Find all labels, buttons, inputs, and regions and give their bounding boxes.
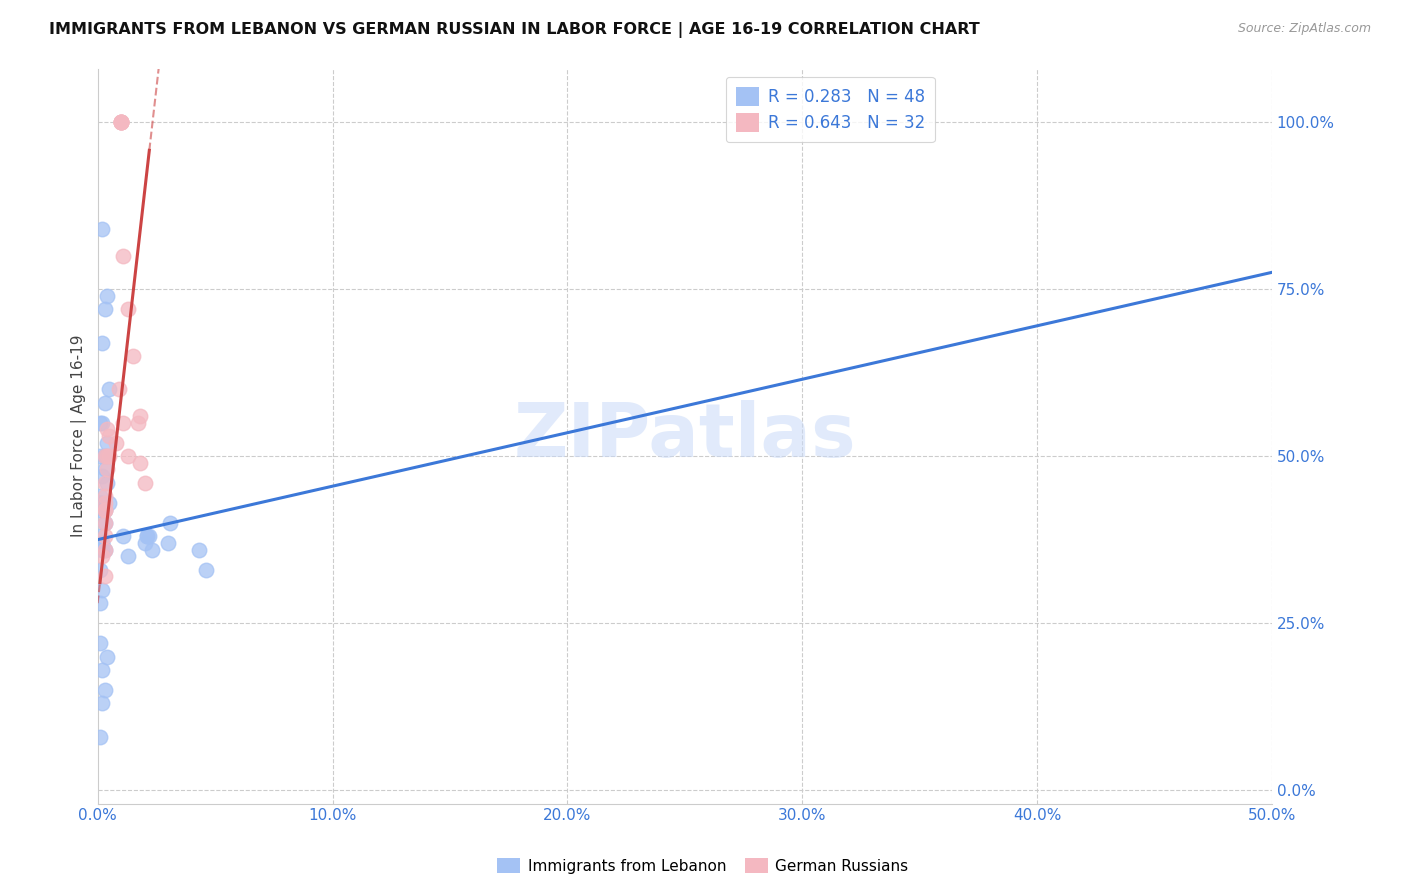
Point [89,496,111,510]
Point [93,502,115,516]
Point [98,496,121,510]
Point [91,549,114,564]
Point [89,563,111,577]
Point [93,395,115,409]
Point [136,529,159,543]
Point [93,516,115,530]
Point [91,469,114,483]
Point [93,449,115,463]
Point [96,449,118,463]
Point [91,536,114,550]
Text: ZIPatlas: ZIPatlas [513,400,856,473]
Point [187,542,209,557]
Point [110,115,132,129]
Point [122,349,145,363]
Point [91,222,114,236]
Point [129,409,152,423]
Point [93,516,115,530]
Point [112,249,135,263]
Point [91,582,114,597]
Point [98,449,121,463]
Point [110,115,132,129]
Point [93,462,115,476]
Text: IMMIGRANTS FROM LEBANON VS GERMAN RUSSIAN IN LABOR FORCE | AGE 16-19 CORRELATION: IMMIGRANTS FROM LEBANON VS GERMAN RUSSIA… [49,22,980,38]
Point [117,549,139,564]
Point [91,496,114,510]
Point [96,462,118,476]
Point [112,529,135,543]
Point [112,416,135,430]
Point [91,542,114,557]
Text: Source: ZipAtlas.com: Source: ZipAtlas.com [1237,22,1371,36]
Point [93,496,115,510]
Point [159,516,181,530]
Point [89,636,111,650]
Point [93,569,115,583]
Point [93,529,115,543]
Point [93,302,115,317]
Point [96,435,118,450]
Point [89,596,111,610]
Point [93,449,115,463]
Point [91,536,114,550]
Point [93,475,115,490]
Point [89,496,111,510]
Point [91,663,114,677]
Point [93,502,115,516]
Point [117,449,139,463]
Point [117,302,139,317]
Y-axis label: In Labor Force | Age 16-19: In Labor Force | Age 16-19 [72,334,87,537]
Point [110,115,132,129]
Point [138,529,160,543]
Point [93,489,115,503]
Point [89,489,111,503]
Point [89,416,111,430]
Point [89,730,111,744]
Point [91,335,114,350]
Legend: Immigrants from Lebanon, German Russians: Immigrants from Lebanon, German Russians [491,852,915,880]
Point [96,649,118,664]
Point [136,529,159,543]
Point [141,542,163,557]
Point [96,422,118,436]
Point [134,536,156,550]
Point [89,502,111,516]
Point [157,536,180,550]
Point [105,435,128,450]
Point [93,502,115,516]
Point [89,496,111,510]
Point [134,475,156,490]
Point [96,289,118,303]
Point [194,563,217,577]
Point [91,416,114,430]
Point [93,542,115,557]
Point [110,115,132,129]
Point [89,449,111,463]
Legend: R = 0.283   N = 48, R = 0.643   N = 32: R = 0.283 N = 48, R = 0.643 N = 32 [725,77,935,142]
Point [129,456,152,470]
Point [110,115,132,129]
Point [91,697,114,711]
Point [98,382,121,396]
Point [93,683,115,698]
Point [93,542,115,557]
Point [96,475,118,490]
Point [89,529,111,543]
Point [98,429,121,443]
Point [107,382,129,396]
Point [127,416,149,430]
